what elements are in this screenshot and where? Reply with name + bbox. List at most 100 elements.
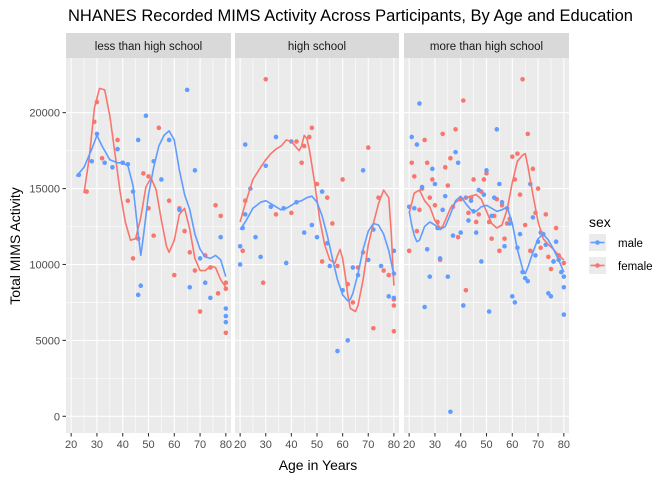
- female-point: [301, 143, 307, 149]
- male-point: [110, 165, 115, 170]
- female-point: [294, 139, 299, 144]
- male-point: [558, 269, 564, 275]
- female-point: [324, 195, 330, 200]
- female-point: [528, 248, 533, 254]
- legend-key-point: [595, 263, 600, 268]
- legend: sex male female: [589, 214, 653, 274]
- male-point: [481, 192, 487, 197]
- x-tick-label: 20: [65, 439, 77, 451]
- female-point: [223, 330, 229, 336]
- male-point: [512, 300, 518, 305]
- female-point: [522, 222, 528, 228]
- legend-entries: male female: [589, 234, 653, 274]
- male-point: [138, 283, 144, 289]
- female-point: [197, 309, 203, 314]
- female-point: [489, 236, 494, 241]
- female-point: [309, 125, 315, 131]
- male-point: [548, 294, 554, 299]
- female-point: [538, 245, 543, 251]
- male-point: [319, 189, 325, 194]
- female-point: [156, 125, 162, 131]
- male-point: [89, 158, 95, 164]
- male-point: [258, 254, 263, 260]
- male-point: [218, 234, 223, 240]
- male-point: [94, 131, 100, 137]
- male-point: [522, 275, 528, 281]
- x-tick-label: 70: [532, 439, 544, 451]
- facet-panel: more than high school 20 30 40 50 60 70 80: [403, 33, 570, 451]
- male-point: [335, 348, 340, 354]
- male-point: [486, 309, 492, 314]
- male-point: [427, 274, 433, 279]
- male-point: [494, 127, 500, 132]
- male-point: [192, 168, 198, 173]
- female-point: [340, 177, 345, 182]
- male-point: [143, 113, 149, 118]
- chart-title: NHANES Recorded MIMS Activity Across Par…: [68, 7, 633, 25]
- male-point: [476, 187, 482, 193]
- female-point: [381, 268, 386, 273]
- legend-label: male: [618, 238, 643, 250]
- male-point: [314, 234, 320, 240]
- female-point: [497, 248, 502, 254]
- x-tick-label: 50: [480, 439, 492, 451]
- x-tick-label: 70: [194, 439, 206, 451]
- male-point: [327, 263, 333, 269]
- male-point: [561, 274, 567, 279]
- male-point: [360, 168, 366, 173]
- male-point: [430, 166, 435, 172]
- male-point: [412, 206, 417, 211]
- female-smooth-line: [408, 152, 565, 261]
- x-tick-label: 20: [234, 439, 246, 451]
- female-point: [335, 263, 340, 269]
- female-point: [141, 171, 146, 176]
- facet-strip-label: high school: [288, 41, 346, 53]
- male-point: [409, 134, 415, 140]
- facet-strip: [235, 33, 399, 58]
- female-point: [146, 174, 151, 179]
- female-point: [240, 248, 245, 254]
- y-axis-title: Total MIMS Activity: [7, 187, 23, 304]
- male-point: [223, 313, 229, 319]
- x-tick-label: 20: [403, 439, 415, 451]
- x-tick-label: 30: [429, 439, 441, 451]
- female-point: [412, 174, 417, 179]
- male-point: [553, 239, 559, 245]
- female-point: [314, 181, 320, 187]
- male-point: [489, 213, 494, 219]
- male-point: [450, 233, 456, 238]
- x-tick-label: 40: [285, 439, 297, 451]
- male-point: [237, 262, 243, 267]
- legend-title: sex: [589, 214, 611, 230]
- male-point: [466, 218, 471, 223]
- male-point: [184, 87, 190, 93]
- male-point: [208, 295, 213, 301]
- female-smooth-line: [239, 134, 395, 313]
- male-point: [525, 278, 531, 284]
- male-point: [202, 280, 208, 285]
- male-point: [468, 198, 474, 204]
- male-point: [551, 259, 556, 264]
- male-point: [237, 243, 243, 249]
- female-point: [440, 131, 445, 137]
- female-point: [223, 280, 229, 285]
- female-point: [307, 134, 312, 140]
- y-tick-label: 5000: [36, 335, 60, 347]
- x-tick-label: 80: [220, 439, 232, 451]
- female-point: [427, 195, 433, 200]
- male-point: [561, 284, 567, 290]
- y-tick-label: 20000: [29, 108, 60, 120]
- x-tick-label: 30: [91, 439, 103, 451]
- male-point: [102, 160, 107, 166]
- female-point: [517, 192, 523, 197]
- x-tick-label: 60: [506, 439, 518, 451]
- male-point: [386, 294, 392, 299]
- female-point: [171, 272, 177, 278]
- female-point: [455, 234, 461, 240]
- female-point: [430, 177, 435, 182]
- male-point: [177, 207, 182, 213]
- female-point: [263, 76, 269, 82]
- female-point: [509, 154, 515, 159]
- female-point: [417, 207, 422, 213]
